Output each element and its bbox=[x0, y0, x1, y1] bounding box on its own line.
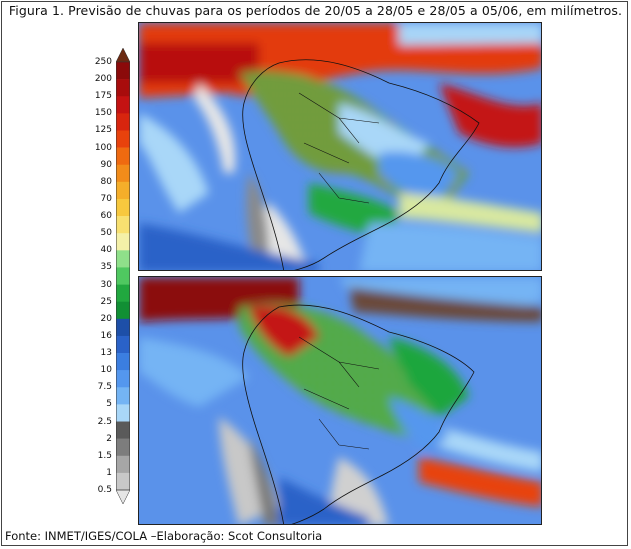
colorbar-tick-label: 150 bbox=[94, 108, 112, 119]
colorbar-segment bbox=[116, 198, 130, 217]
colorbar-tick-label: 10 bbox=[100, 365, 112, 376]
colorbar-tick-label: 250 bbox=[94, 57, 112, 67]
colorbar-segment bbox=[116, 335, 130, 354]
colorbar-segment bbox=[116, 62, 130, 80]
map-period-1 bbox=[138, 22, 542, 271]
maps-container bbox=[138, 22, 542, 525]
colorbar-segment bbox=[116, 267, 130, 285]
colorbar-tick-label: 100 bbox=[94, 142, 112, 153]
colorbar-segment bbox=[116, 147, 130, 166]
colorbar-tick-label: 40 bbox=[100, 245, 112, 256]
colorbar-segment bbox=[116, 421, 130, 439]
map-period-2 bbox=[138, 276, 542, 525]
colorbar-tick-label: 125 bbox=[94, 125, 112, 136]
colorbar-labels: 250 200 175 150 125 100 90 80 70 60 50 40 35 30 25 20 16… bbox=[60, 0, 112, 549]
rainfall-map-1 bbox=[139, 23, 541, 270]
colorbar-tick-label: 16 bbox=[100, 330, 112, 341]
colorbar-tick-label: 13 bbox=[100, 348, 112, 359]
colorbar-segment bbox=[116, 353, 130, 371]
colorbar-segment bbox=[116, 370, 130, 388]
colorbar-segment bbox=[116, 472, 130, 491]
colorbar-tick-label: 20 bbox=[100, 313, 112, 324]
colorbar-tick-label: 5 bbox=[106, 399, 112, 410]
colorbar-tick-label: 70 bbox=[100, 193, 112, 204]
colorbar bbox=[116, 48, 130, 504]
colorbar-segment bbox=[116, 79, 130, 97]
colorbar-segment bbox=[116, 455, 130, 474]
rainfall-map-2 bbox=[139, 277, 541, 524]
colorbar-tick-label: 2 bbox=[106, 433, 112, 444]
colorbar-segment bbox=[116, 113, 130, 131]
figure-title: Figura 1. Previsão de chuvas para os per… bbox=[8, 3, 623, 18]
colorbar-segment bbox=[116, 216, 130, 234]
colorbar-tick-label: 35 bbox=[100, 262, 112, 273]
figure-source: Fonte: INMET/IGES/COLA –Elaboração: Scot… bbox=[5, 529, 323, 543]
colorbar-tick-label: 200 bbox=[94, 74, 112, 85]
colorbar-segment bbox=[116, 130, 130, 148]
colorbar-segment bbox=[116, 284, 130, 302]
colorbar-tick-label: 60 bbox=[100, 211, 112, 222]
colorbar-tick-label: 50 bbox=[100, 228, 112, 239]
colorbar-tick-label: 2.5 bbox=[97, 416, 112, 427]
colorbar-segment bbox=[116, 250, 130, 268]
colorbar-segment bbox=[116, 96, 130, 114]
colorbar-segment bbox=[116, 164, 130, 183]
colorbar-tick-label: 80 bbox=[100, 176, 112, 187]
colorbar-segment bbox=[116, 181, 130, 200]
colorbar-tick-label: 1.5 bbox=[97, 450, 112, 461]
colorbar-segment bbox=[116, 438, 130, 457]
colorbar-segment bbox=[116, 404, 130, 422]
colorbar-segment bbox=[116, 387, 130, 405]
colorbar-tick-label: 7.5 bbox=[97, 382, 112, 393]
colorbar-tick-label: 90 bbox=[100, 159, 112, 170]
colorbar-tick-label: 0.5 bbox=[97, 485, 112, 495]
colorbar-min-arrow bbox=[116, 489, 130, 504]
colorbar-tick-label: 25 bbox=[100, 296, 112, 307]
colorbar-tick-label: 30 bbox=[100, 279, 112, 290]
colorbar-tick-label: 175 bbox=[94, 91, 112, 102]
colorbar-segment bbox=[116, 318, 130, 337]
colorbar-segment bbox=[116, 233, 130, 251]
colorbar-tick-label: 1 bbox=[106, 467, 112, 478]
colorbar-max-arrow bbox=[116, 48, 130, 63]
colorbar-segment bbox=[116, 301, 130, 320]
